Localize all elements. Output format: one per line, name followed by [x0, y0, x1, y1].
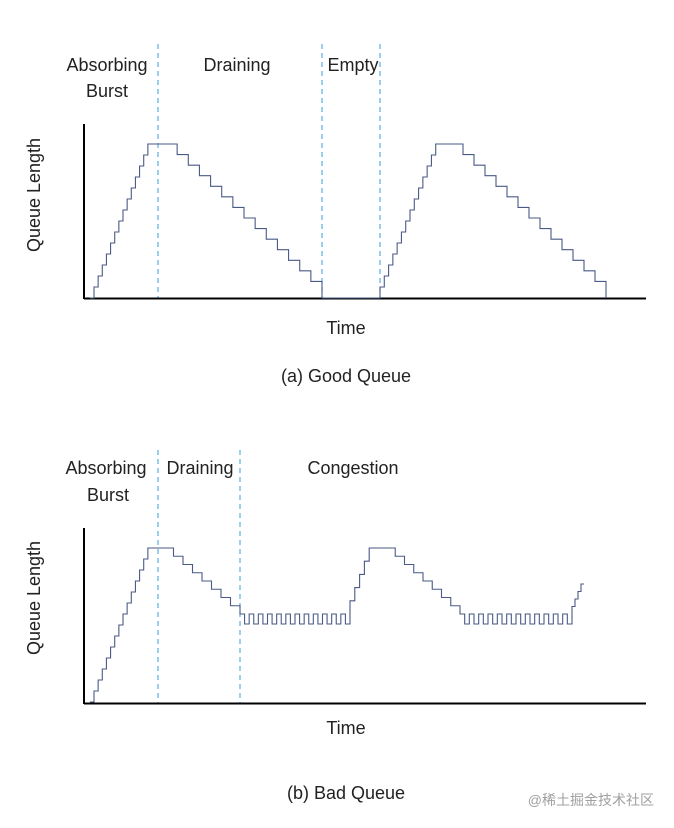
bad-region-draining: Draining — [166, 458, 233, 478]
good-queue-panel: Absorbing Burst Draining Empty Time Queu… — [24, 44, 646, 386]
good-region-absorbing-line1: Absorbing — [66, 55, 147, 75]
bad-queue-trace — [90, 547, 584, 703]
good-caption: (a) Good Queue — [281, 366, 411, 386]
good-x-axis-label: Time — [326, 318, 365, 338]
good-y-axis-label: Queue Length — [24, 138, 44, 252]
bad-queue-panel: Absorbing Burst Draining Congestion Time… — [24, 450, 646, 803]
good-region-empty: Empty — [327, 55, 378, 75]
bad-caption: (b) Bad Queue — [287, 783, 405, 803]
good-region-draining: Draining — [203, 55, 270, 75]
bad-x-axis-label: Time — [326, 718, 365, 738]
bad-region-absorbing-line2: Burst — [87, 485, 129, 505]
bad-region-absorbing-line1: Absorbing — [65, 458, 146, 478]
watermark-text: @稀土掘金技术社区 — [528, 792, 654, 808]
bad-y-axis-label: Queue Length — [24, 541, 44, 655]
good-region-absorbing-line2: Burst — [86, 81, 128, 101]
good-queue-trace — [90, 143, 607, 299]
bad-region-congestion: Congestion — [307, 458, 398, 478]
